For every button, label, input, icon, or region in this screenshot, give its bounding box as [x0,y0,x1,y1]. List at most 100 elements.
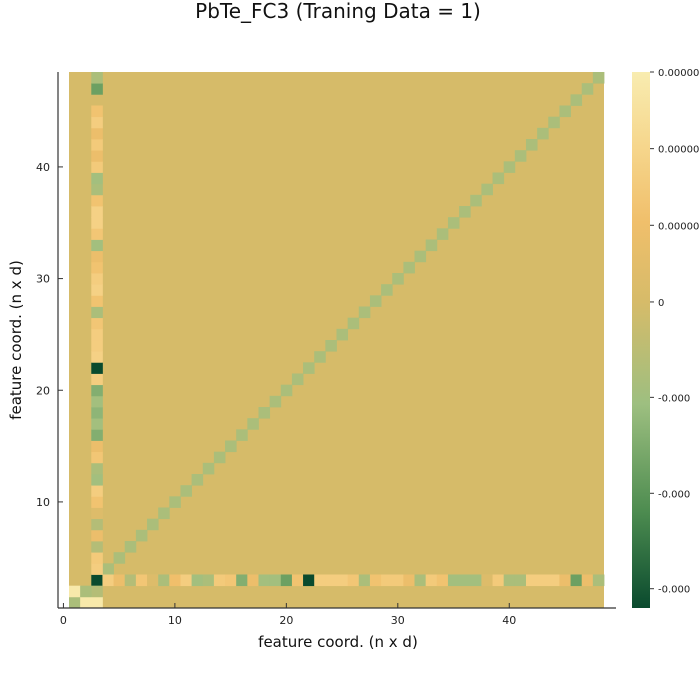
heatmap-cell [91,373,103,386]
heatmap-cell [91,496,103,508]
heatmap-cell [91,574,103,587]
heatmap-cell [369,574,382,587]
colorbar-tick-label: 0.00000 [658,68,699,79]
heatmap-cell [325,574,337,587]
heatmap-cell [358,574,371,587]
heatmap-cell [459,574,471,587]
heatmap-cell [91,284,103,296]
heatmap-cell [503,574,516,587]
heatmap-cell [80,596,92,609]
heatmap-cell [202,462,215,475]
heatmap-cell [548,116,560,129]
colorbar [632,72,650,608]
heatmap-cell [91,407,103,419]
colorbar-tick-label: -0.000 [658,393,690,404]
heatmap-cell [180,574,193,587]
heatmap-cells [69,72,605,609]
heatmap-cell [91,72,103,84]
heatmap-cell [191,574,204,587]
heatmap-cell [247,574,259,587]
heatmap-cell [269,395,282,408]
heatmap-cell [91,418,103,430]
colorbar-ticks: 0.00000 0.00000 0.00000 0 -0.000 -0.000 -0.000 [650,68,699,596]
heatmap-cell [514,150,527,162]
heatmap-cell [503,161,516,173]
x-tick-label: 30 [391,614,405,627]
heatmap-cell [481,574,493,587]
heatmap-cell [258,574,271,587]
heatmap-cell [91,127,103,140]
y-axis-label: feature coord. (n x d) [7,260,25,420]
heatmap-cell [169,496,181,508]
heatmap-cell [91,384,103,397]
heatmap-cell [247,418,259,430]
heatmap-cell [403,574,415,587]
heatmap-cell [91,161,103,173]
heatmap-cell [436,228,449,240]
heatmap-cell [91,340,103,352]
heatmap-cell [269,574,282,587]
x-axis-label: feature coord. (n x d) [258,633,418,651]
heatmap-cell [381,574,393,587]
heatmap-cell [570,94,583,106]
heatmap-cell [91,552,103,564]
y-tick-label: 30 [36,273,50,286]
heatmap-cell [280,384,293,397]
heatmap-cell [91,183,103,196]
heatmap-cell [436,574,449,587]
heatmap-cell [191,474,204,486]
heatmap-cell [91,462,103,475]
heatmap-cell [91,362,103,374]
heatmap-cell [369,295,382,307]
heatmap-cell [202,574,215,587]
heatmap-cell [91,239,103,252]
y-tick-label: 40 [36,161,50,174]
heatmap-cell [158,574,170,587]
colorbar-tick-label: 0.00000 [658,145,699,156]
heatmap-cell [124,574,137,587]
heatmap-cell [581,83,594,95]
heatmap-cell [548,574,560,587]
heatmap-cell [91,273,103,285]
heatmap-cell [425,239,438,252]
heatmap-cell [570,574,583,587]
heatmap-cell [525,139,538,151]
heatmap-cell [392,574,404,587]
heatmap-cell [91,440,103,453]
heatmap-cell [481,183,493,196]
heatmap-cell [581,574,594,587]
heatmap-cell [91,250,103,263]
heatmap-cell [403,261,415,274]
heatmap-cell [91,295,103,307]
heatmap-cell [91,150,103,162]
heatmap-cell [347,574,360,587]
colorbar-tick-label: 0.00000 [658,221,699,232]
heatmap-cell [91,395,103,408]
heatmap-cell [91,116,103,129]
heatmap-cell [414,250,427,263]
heatmap-cell [225,440,237,453]
heatmap-cell [592,72,605,84]
heatmap-cell [258,407,271,419]
heatmap-cell [91,306,103,319]
heatmap-cell [80,585,92,598]
heatmap-cell [213,451,226,464]
heatmap-cell [303,574,315,587]
heatmap-cell [91,83,103,95]
x-tick-label: 40 [502,614,516,627]
heatmap-cell [425,574,438,587]
heatmap-cell [280,574,293,587]
x-tick-label: 20 [279,614,293,627]
heatmap-cell [537,574,549,587]
heatmap-cell [358,306,371,319]
heatmap-cell [91,518,103,531]
heatmap-cell [91,474,103,486]
heatmap-cell [303,362,315,374]
heatmap-cell [592,574,605,587]
heatmap-cell [91,172,103,185]
heatmap-cell [559,574,571,587]
heatmap-cell [525,574,538,587]
heatmap-cell [91,217,103,229]
heatmap-cell [169,574,181,587]
